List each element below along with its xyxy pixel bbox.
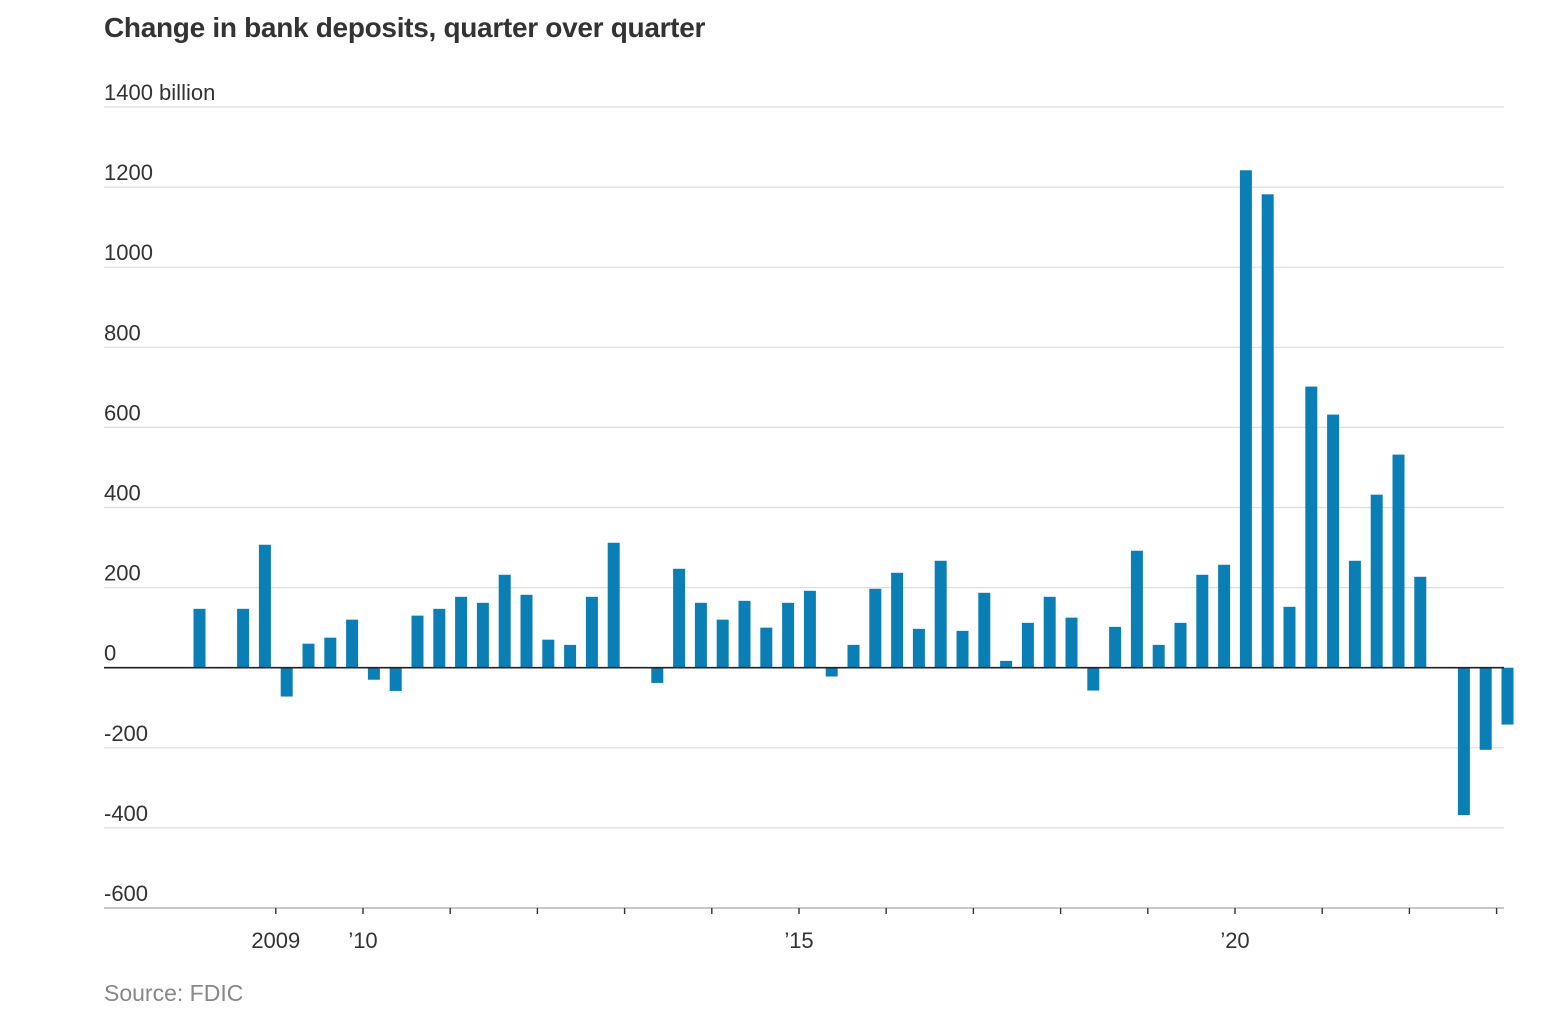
bar-2019Q3 [1196,574,1209,668]
bar-2012Q3 [585,596,598,668]
bar-2008Q1 [193,608,206,668]
bar-2011Q4 [520,594,533,668]
bar-2015Q3 [847,644,860,668]
bar-2018Q1 [1065,617,1078,668]
bar-2011Q1 [455,596,468,668]
bar-2020Q4 [1305,386,1318,668]
bar-2010Q2 [389,667,402,691]
bars-group [193,170,1514,816]
bar-2016Q4 [956,630,969,668]
x-tick-label: 2009 [251,928,300,953]
bar-2009Q1 [280,667,293,697]
bar-2013Q4 [694,602,707,668]
bar-2021Q1 [1327,414,1340,668]
bar-2021Q2 [1348,560,1361,668]
bar-2010Q3 [411,615,424,668]
y-tick-label: 400 [104,481,141,506]
y-tick-label: 200 [104,561,141,586]
gridlines [104,106,1504,909]
y-tick-label: 1000 [104,240,153,265]
y-tick-label: 1200 [104,160,153,185]
bar-2010Q1 [367,667,380,680]
y-tick-label: -600 [104,881,148,906]
bar-2014Q1 [716,619,729,668]
chart-title: Change in bank deposits, quarter over qu… [104,12,706,43]
bar-2017Q4 [1043,596,1056,668]
bar-2011Q2 [476,602,489,668]
bar-2019Q1 [1152,644,1165,668]
bar-2014Q2 [738,600,751,668]
bar-2016Q2 [912,628,925,668]
x-axis: 2009 ’10 ’15 ’20 [104,907,1504,953]
bar-2018Q2 [1087,667,1100,691]
bar-2016Q1 [891,572,904,668]
bar-2019Q4 [1218,564,1231,668]
bar-2018Q4 [1130,550,1143,668]
x-tick-label: ’20 [1220,928,1249,953]
bar-2018Q3 [1109,626,1122,668]
bar-2012Q4 [607,542,620,668]
y-tick-label: -400 [104,801,148,826]
bar-2015Q2 [825,667,838,677]
bar-2020Q3 [1283,606,1296,668]
y-tick-label: -200 [104,721,148,746]
bar-2013Q2 [651,667,664,683]
y-tick-label: 600 [104,400,141,425]
bar-2013Q3 [673,568,686,668]
bar-2017Q1 [978,592,991,668]
bar-2012Q1 [542,639,555,668]
bar-2017Q3 [1021,622,1034,668]
bar-2008Q3 [237,608,250,668]
bar-2016Q3 [934,560,947,668]
bar-2014Q4 [782,602,795,668]
bar-2019Q2 [1174,622,1187,668]
bar-2012Q2 [564,644,577,668]
bar-2014Q3 [760,627,773,668]
bar-2020Q1 [1239,170,1252,668]
x-tick-label: ’10 [348,928,377,953]
bar-2009Q3 [324,637,337,668]
x-tick-label: ’15 [784,928,813,953]
bar-2009Q2 [302,643,315,668]
y-axis: 1400 billion 1200 1000 800 600 400 200 0 -200 -40… [104,80,215,906]
bar-2022Q1 [1414,576,1427,668]
bar-2011Q3 [498,574,511,668]
bar-2010Q4 [433,608,446,668]
bar-2022Q4 [1479,667,1492,750]
source-note: Source: FDIC [104,980,244,1006]
bar-2021Q3 [1370,494,1383,668]
bar-2022Q3 [1457,667,1470,816]
bar-2015Q4 [869,588,882,668]
y-tick-label: 1400 billion [104,80,215,105]
bar-2009Q4 [346,619,359,668]
bar-2008Q4 [258,544,271,668]
y-tick-label: 0 [104,641,116,666]
y-tick-label: 800 [104,320,141,345]
bar-2017Q2 [1000,660,1013,668]
bar-2023Q1 [1501,667,1514,725]
bar-2020Q2 [1261,194,1274,668]
bar-2015Q1 [803,590,816,668]
bar-2021Q4 [1392,454,1405,668]
